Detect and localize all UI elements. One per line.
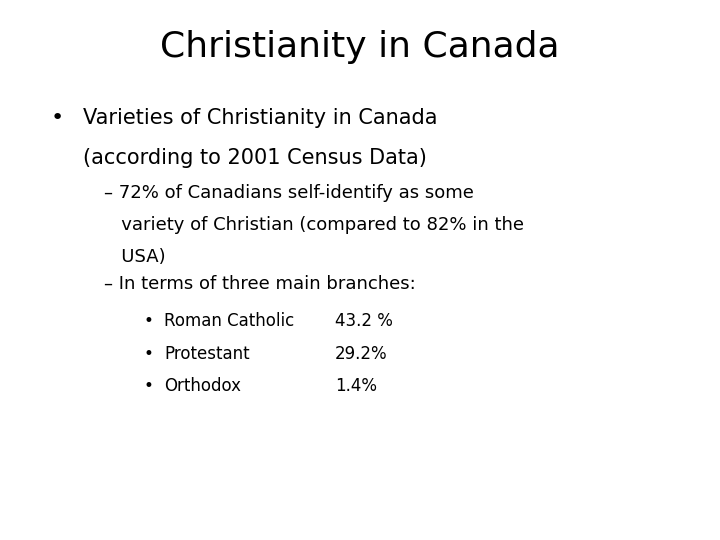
Text: •: • bbox=[144, 312, 154, 330]
Text: Varieties of Christianity in Canada: Varieties of Christianity in Canada bbox=[83, 108, 437, 128]
Text: Orthodox: Orthodox bbox=[164, 377, 241, 395]
Text: – 72% of Canadians self-identify as some: – 72% of Canadians self-identify as some bbox=[104, 184, 474, 201]
Text: variety of Christian (compared to 82% in the: variety of Christian (compared to 82% in… bbox=[104, 216, 524, 234]
Text: •: • bbox=[144, 377, 154, 395]
Text: Protestant: Protestant bbox=[164, 345, 250, 362]
Text: 1.4%: 1.4% bbox=[335, 377, 377, 395]
Text: •: • bbox=[50, 108, 63, 128]
Text: •: • bbox=[144, 345, 154, 362]
Text: (according to 2001 Census Data): (according to 2001 Census Data) bbox=[83, 148, 427, 168]
Text: Christianity in Canada: Christianity in Canada bbox=[161, 30, 559, 64]
Text: 29.2%: 29.2% bbox=[335, 345, 387, 362]
Text: Roman Catholic: Roman Catholic bbox=[164, 312, 294, 330]
Text: USA): USA) bbox=[104, 248, 166, 266]
Text: 43.2 %: 43.2 % bbox=[335, 312, 392, 330]
Text: – In terms of three main branches:: – In terms of three main branches: bbox=[104, 275, 416, 293]
